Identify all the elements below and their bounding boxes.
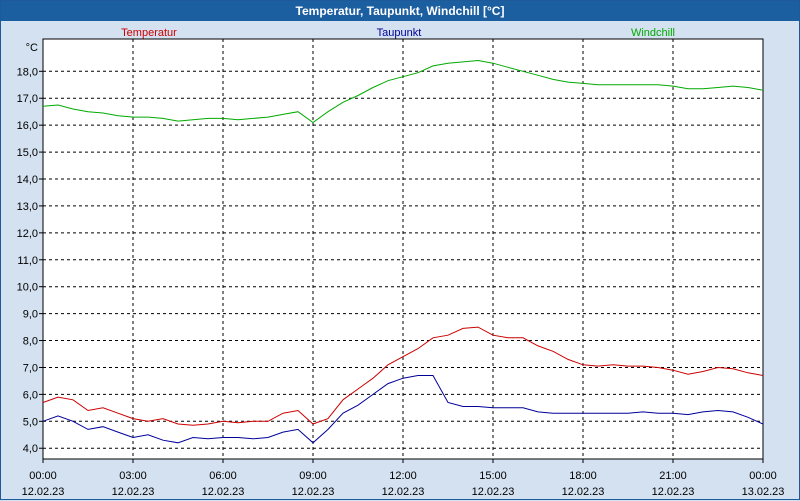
legend-temperatur: Temperatur [121, 27, 177, 39]
y-tick-label: 14,0 [17, 174, 38, 186]
series-line-temperatur [42, 326, 764, 426]
y-tick-label: 9,0 [23, 309, 38, 321]
x-tick-time-label: 12:00 [389, 470, 417, 482]
y-tick-label: 10,0 [17, 282, 38, 294]
series-line-taupunkt [42, 375, 764, 444]
x-tick-date-label: 12.02.23 [382, 486, 425, 498]
x-tick-time-label: 21:00 [659, 470, 687, 482]
y-axis-unit: °C [26, 42, 38, 54]
y-tick-label: 13,0 [17, 201, 38, 213]
y-tick-label: 11,0 [17, 255, 38, 267]
y-tick-label: 16,0 [17, 120, 38, 132]
x-tick-time-label: 09:00 [299, 470, 327, 482]
x-tick-date-label: 12.02.23 [202, 486, 245, 498]
legend-windchill: Windchill [631, 27, 675, 39]
y-tick-label: 5,0 [23, 416, 38, 428]
x-tick-date-label: 12.02.23 [22, 486, 65, 498]
x-tick-date-label: 12.02.23 [472, 486, 515, 498]
x-tick-time-label: 15:00 [479, 470, 507, 482]
x-tick-date-label: 13.02.23 [742, 486, 785, 498]
y-tick-label: 7,0 [23, 362, 38, 374]
x-tick-time-label: 00:00 [29, 470, 57, 482]
x-tick-time-label: 00:00 [749, 470, 777, 482]
y-tick-label: 4,0 [23, 443, 38, 455]
x-tick-date-label: 12.02.23 [112, 486, 155, 498]
x-tick-time-label: 18:00 [569, 470, 597, 482]
chart-title: Temperatur, Taupunkt, Windchill [°C] [1, 1, 799, 21]
x-tick-time-label: 03:00 [119, 470, 147, 482]
x-tick-time-label: 06:00 [209, 470, 237, 482]
legend-taupunkt: Taupunkt [377, 27, 422, 39]
series-line-windchill [42, 59, 764, 124]
y-tick-label: 15,0 [17, 147, 38, 159]
y-tick-label: 18,0 [17, 66, 38, 78]
y-tick-label: 17,0 [17, 93, 38, 105]
y-tick-label: 6,0 [23, 389, 38, 401]
x-tick-date-label: 12.02.23 [652, 486, 695, 498]
y-tick-label: 8,0 [23, 336, 38, 348]
x-tick-date-label: 12.02.23 [562, 486, 605, 498]
x-tick-date-label: 12.02.23 [292, 486, 335, 498]
y-tick-label: 12,0 [17, 228, 38, 240]
